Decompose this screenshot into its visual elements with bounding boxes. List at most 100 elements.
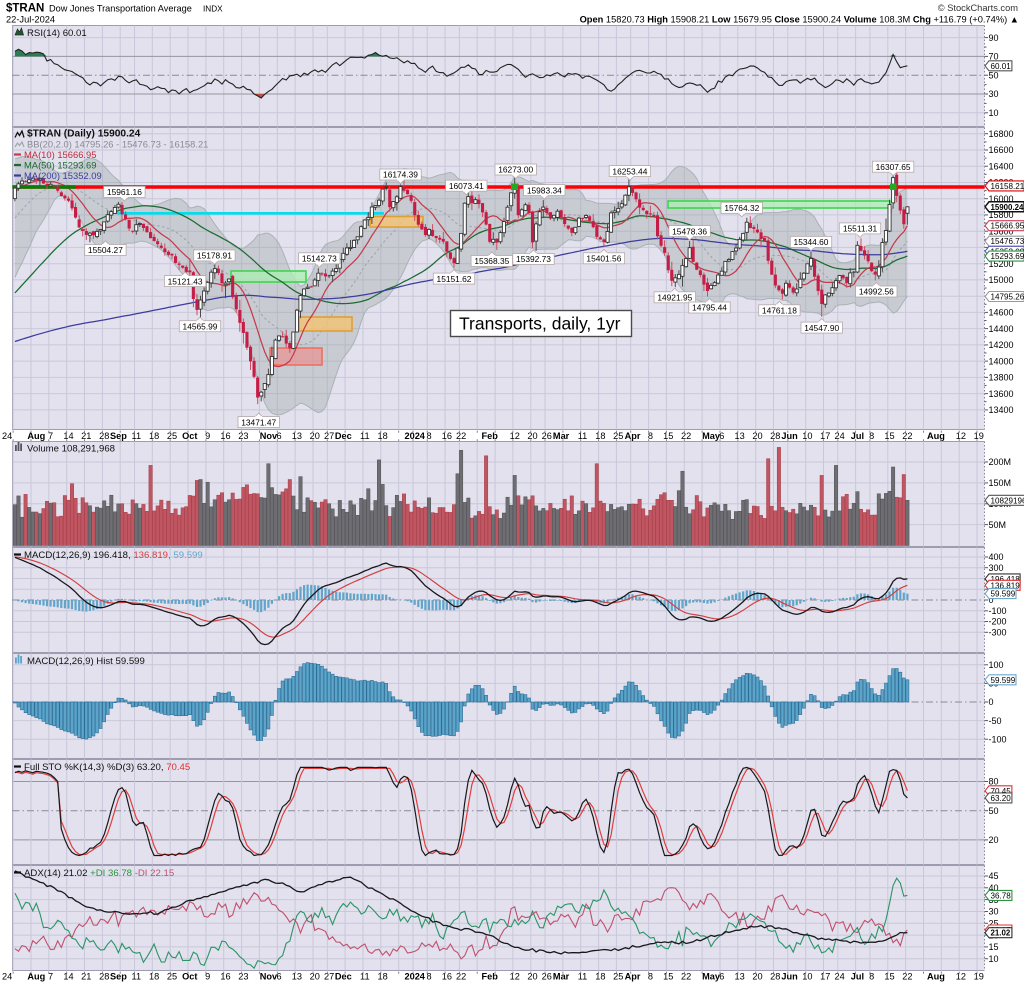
svg-text:22: 22: [456, 972, 466, 982]
svg-text:15983.34: 15983.34: [527, 185, 562, 195]
svg-text:15: 15: [989, 942, 999, 952]
svg-text:200M: 200M: [989, 457, 1012, 467]
svg-text:Feb: Feb: [482, 431, 499, 441]
svg-text:16: 16: [442, 972, 452, 982]
svg-text:13: 13: [292, 972, 302, 982]
svg-text:Mar: Mar: [553, 431, 570, 441]
svg-text:14921.95: 14921.95: [657, 293, 692, 303]
svg-text:14400: 14400: [989, 324, 1014, 334]
svg-text:-300: -300: [989, 628, 1007, 638]
svg-text:20: 20: [752, 972, 762, 982]
svg-text:19: 19: [974, 972, 984, 982]
svg-text:14200: 14200: [989, 340, 1014, 350]
svg-text:Jun: Jun: [781, 972, 798, 982]
svg-text:15504.27: 15504.27: [88, 245, 123, 255]
svg-text:24: 24: [2, 431, 12, 441]
svg-text:22: 22: [681, 431, 691, 441]
svg-text:26: 26: [542, 972, 552, 982]
svg-text:24: 24: [834, 972, 844, 982]
svg-text:15368.35: 15368.35: [474, 256, 509, 266]
svg-text:16158.21: 16158.21: [991, 182, 1024, 191]
svg-text:15476.73: 15476.73: [991, 237, 1024, 246]
svg-text:20: 20: [989, 835, 999, 845]
svg-text:Full STO %K(14,3) %D(3) 63.20,: Full STO %K(14,3) %D(3) 63.20, 70.45: [24, 762, 190, 773]
svg-text:12: 12: [510, 431, 520, 441]
svg-text:Dec: Dec: [335, 972, 352, 982]
svg-text:20: 20: [527, 431, 537, 441]
svg-text:15151.62: 15151.62: [437, 274, 472, 284]
svg-text:14000: 14000: [989, 356, 1014, 366]
svg-text:15: 15: [663, 972, 673, 982]
svg-text:27: 27: [324, 431, 334, 441]
svg-text:May: May: [702, 972, 721, 982]
svg-text:25: 25: [613, 972, 623, 982]
svg-text:27: 27: [324, 972, 334, 982]
svg-text:50M: 50M: [989, 520, 1007, 530]
svg-text:15392.73: 15392.73: [516, 254, 551, 264]
svg-text:63.20: 63.20: [991, 794, 1012, 803]
svg-text:100: 100: [989, 660, 1004, 670]
svg-text:13800: 13800: [989, 373, 1014, 383]
svg-text:15142.73: 15142.73: [302, 254, 337, 264]
svg-text:13: 13: [292, 431, 302, 441]
svg-text:15900.24: 15900.24: [991, 203, 1024, 212]
svg-text:14565.99: 14565.99: [183, 321, 218, 331]
svg-text:Jul: Jul: [851, 972, 864, 982]
svg-text:10: 10: [989, 954, 999, 964]
svg-text:70: 70: [989, 52, 999, 62]
svg-text:16800: 16800: [989, 129, 1014, 139]
svg-text:25: 25: [613, 431, 623, 441]
svg-text:16: 16: [220, 431, 230, 441]
svg-text:22: 22: [902, 431, 912, 441]
svg-text:18: 18: [595, 431, 605, 441]
svg-text:50: 50: [989, 70, 999, 80]
svg-text:Oct: Oct: [182, 972, 197, 982]
svg-text:23: 23: [238, 972, 248, 982]
svg-text:22: 22: [456, 431, 466, 441]
svg-text:30: 30: [989, 89, 999, 99]
svg-text:22: 22: [681, 972, 691, 982]
svg-text:ADX(14) 21.02 +DI 36.78 -DI 22: ADX(14) 21.02 +DI 36.78 -DI 22.15: [24, 868, 174, 879]
svg-text:28: 28: [770, 431, 780, 441]
svg-text:Aug: Aug: [927, 431, 945, 441]
svg-text:150M: 150M: [989, 478, 1012, 488]
svg-text:11: 11: [132, 972, 142, 982]
svg-text:24: 24: [834, 431, 844, 441]
svg-text:-200: -200: [989, 617, 1007, 627]
svg-text:13600: 13600: [989, 389, 1014, 399]
svg-text:14795.44: 14795.44: [692, 303, 727, 313]
svg-text:13: 13: [734, 972, 744, 982]
svg-text:15178.91: 15178.91: [197, 251, 232, 261]
svg-text:MACD(12,26,9) Hist 59.599: MACD(12,26,9) Hist 59.599: [27, 656, 145, 667]
svg-text:Sep: Sep: [110, 972, 127, 982]
svg-text:RSI(14) 60.01: RSI(14) 60.01: [27, 28, 87, 39]
svg-text:May: May: [702, 431, 721, 441]
svg-text:15121.43: 15121.43: [168, 276, 203, 286]
svg-text:19: 19: [974, 431, 984, 441]
svg-text:Dec: Dec: [335, 431, 352, 441]
svg-text:80: 80: [989, 777, 999, 787]
svg-text:Oct: Oct: [182, 431, 197, 441]
svg-text:Open 15820.73 High 15908.21 Lo: Open 15820.73 High 15908.21 Low 15679.95…: [580, 15, 1019, 25]
svg-text:11: 11: [360, 431, 370, 441]
svg-text:28: 28: [99, 972, 109, 982]
svg-text:Apr: Apr: [625, 972, 641, 982]
svg-text:13400: 13400: [989, 405, 1014, 415]
svg-text:28: 28: [770, 972, 780, 982]
svg-text:-100: -100: [989, 606, 1007, 616]
svg-text:20: 20: [310, 431, 320, 441]
svg-text:23: 23: [238, 431, 248, 441]
svg-text:17: 17: [820, 972, 830, 982]
svg-text:MA(10) 15666.95: MA(10) 15666.95: [24, 149, 96, 160]
svg-text:© StockCharts.com: © StockCharts.com: [938, 3, 1018, 13]
svg-text:15961.16: 15961.16: [107, 187, 142, 197]
svg-text:14795.26: 14795.26: [991, 293, 1024, 302]
svg-text:20: 20: [310, 972, 320, 982]
svg-text:90: 90: [989, 33, 999, 43]
svg-text:Nov: Nov: [260, 972, 278, 982]
svg-text:Aug: Aug: [927, 972, 945, 982]
svg-text:18: 18: [595, 972, 605, 982]
svg-text:14600: 14600: [989, 308, 1014, 318]
svg-text:BB(20,2.0) 14795.26 - 15476.73: BB(20,2.0) 14795.26 - 15476.73 - 16158.2…: [27, 139, 208, 150]
svg-text:16253.44: 16253.44: [612, 166, 647, 176]
